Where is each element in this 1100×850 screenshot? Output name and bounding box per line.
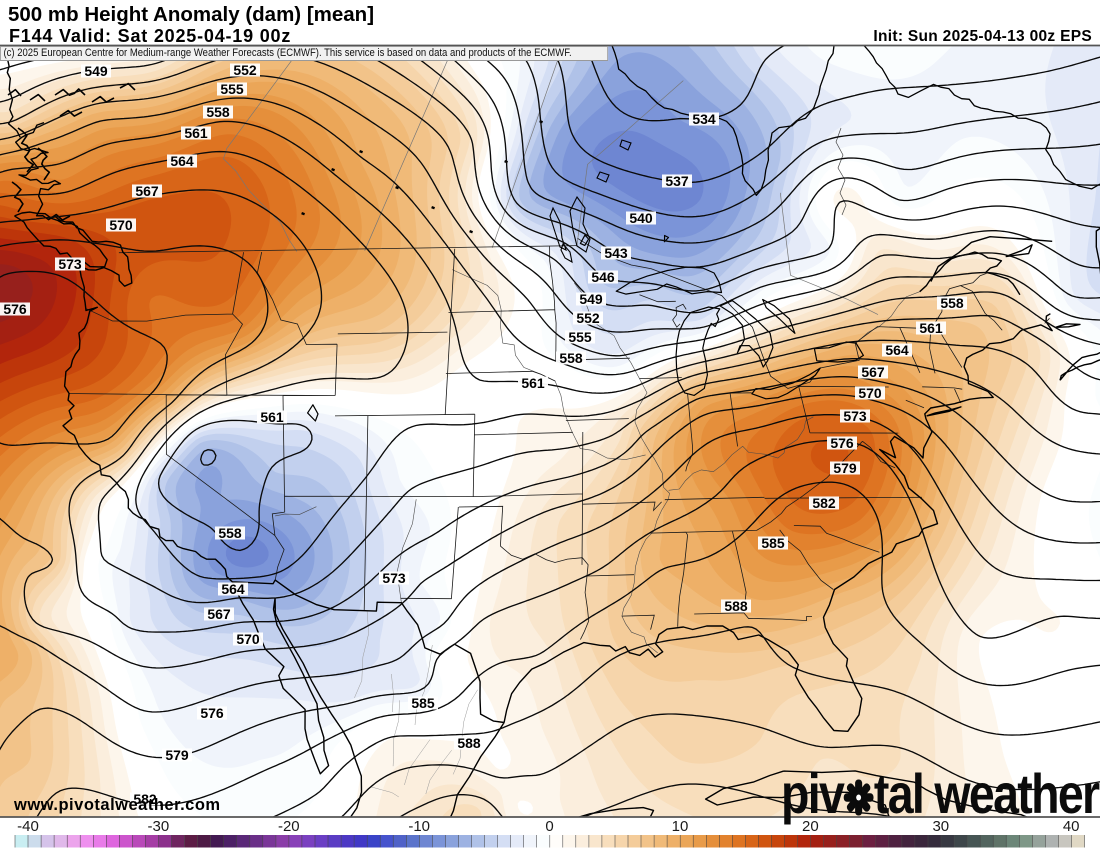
svg-text:552: 552 xyxy=(576,310,600,326)
svg-text:570: 570 xyxy=(109,217,133,233)
svg-text:-30: -30 xyxy=(148,818,170,835)
svg-text:-10: -10 xyxy=(408,818,430,835)
svg-text:540: 540 xyxy=(629,210,653,226)
svg-text:0: 0 xyxy=(545,818,553,835)
svg-text:561: 561 xyxy=(919,320,943,336)
svg-text:549: 549 xyxy=(579,291,603,307)
svg-text:543: 543 xyxy=(604,245,628,261)
svg-text:20: 20 xyxy=(802,818,819,835)
svg-text:570: 570 xyxy=(236,631,260,647)
svg-text:561: 561 xyxy=(184,125,208,141)
svg-text:561: 561 xyxy=(260,409,284,425)
svg-text:555: 555 xyxy=(568,329,592,345)
svg-text:558: 558 xyxy=(206,104,230,120)
svg-text:573: 573 xyxy=(58,256,82,272)
svg-text:582: 582 xyxy=(812,495,836,511)
svg-text:552: 552 xyxy=(233,62,257,78)
svg-text:567: 567 xyxy=(207,606,231,622)
svg-text:576: 576 xyxy=(3,301,27,317)
svg-text:40: 40 xyxy=(1063,818,1080,835)
svg-text:570: 570 xyxy=(858,385,882,401)
svg-text:564: 564 xyxy=(170,153,194,169)
svg-text:579: 579 xyxy=(833,460,857,476)
svg-text:573: 573 xyxy=(382,570,406,586)
svg-text:558: 558 xyxy=(940,295,964,311)
svg-text:-20: -20 xyxy=(278,818,300,835)
svg-text:564: 564 xyxy=(885,342,909,358)
svg-text:588: 588 xyxy=(457,735,481,751)
svg-text:561: 561 xyxy=(521,375,545,391)
svg-text:567: 567 xyxy=(861,364,885,380)
svg-text:576: 576 xyxy=(830,435,854,451)
svg-text:588: 588 xyxy=(724,598,748,614)
svg-text:558: 558 xyxy=(559,350,583,366)
svg-text:549: 549 xyxy=(84,63,108,79)
svg-text:537: 537 xyxy=(665,173,689,189)
svg-text:579: 579 xyxy=(165,747,189,763)
svg-text:30: 30 xyxy=(932,818,949,835)
svg-text:585: 585 xyxy=(761,535,785,551)
svg-text:564: 564 xyxy=(221,581,245,597)
svg-text:10: 10 xyxy=(672,818,689,835)
svg-text:576: 576 xyxy=(200,705,224,721)
svg-text:558: 558 xyxy=(218,525,242,541)
svg-text:582: 582 xyxy=(133,791,157,807)
svg-text:567: 567 xyxy=(135,183,159,199)
svg-text:585: 585 xyxy=(411,695,435,711)
svg-text:-40: -40 xyxy=(17,818,39,835)
svg-text:534: 534 xyxy=(692,111,716,127)
svg-text:555: 555 xyxy=(220,81,244,97)
svg-text:573: 573 xyxy=(843,408,867,424)
svg-text:546: 546 xyxy=(591,269,615,285)
